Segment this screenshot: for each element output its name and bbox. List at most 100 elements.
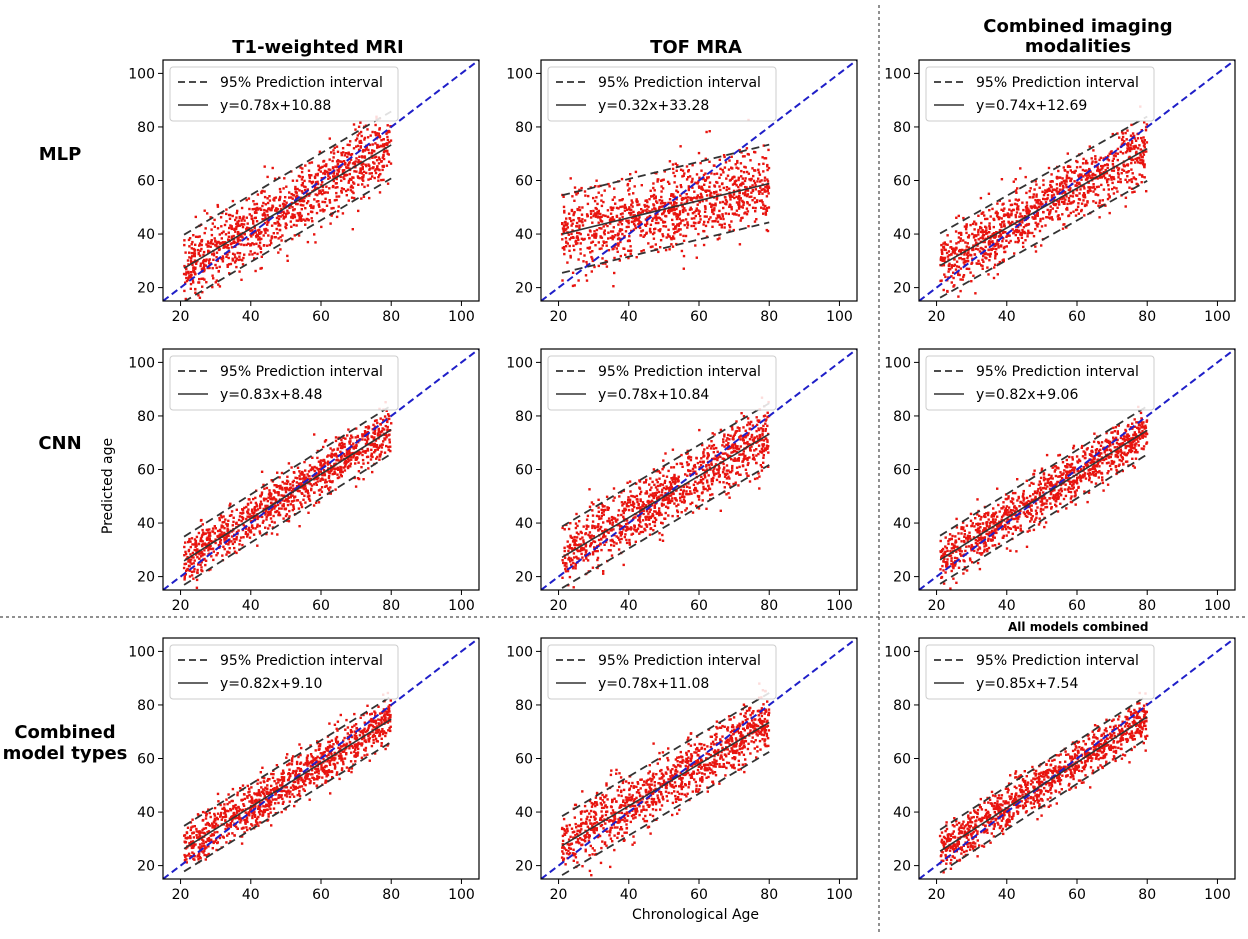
data-point xyxy=(1073,180,1076,183)
data-point xyxy=(294,196,298,199)
data-point xyxy=(733,442,737,446)
data-point xyxy=(1121,142,1124,145)
data-point xyxy=(652,182,655,185)
data-point xyxy=(737,197,740,200)
data-point xyxy=(675,207,678,211)
data-point xyxy=(744,191,747,194)
data-point xyxy=(701,199,704,203)
data-point xyxy=(751,167,754,170)
data-point xyxy=(348,143,351,147)
data-point xyxy=(348,447,351,451)
data-point xyxy=(323,164,326,167)
data-point xyxy=(359,451,362,455)
data-point xyxy=(673,232,676,235)
data-point xyxy=(757,444,761,447)
data-point xyxy=(691,164,694,167)
data-point xyxy=(225,246,229,249)
data-point xyxy=(1011,220,1014,224)
data-point xyxy=(294,495,297,498)
data-point xyxy=(988,224,991,228)
data-point xyxy=(573,211,576,214)
data-point xyxy=(296,194,299,197)
data-point xyxy=(732,193,736,196)
data-point xyxy=(378,191,382,194)
data-point xyxy=(192,281,195,284)
data-point xyxy=(1116,152,1120,155)
x-tick-label: 40 xyxy=(242,309,260,325)
data-point xyxy=(725,493,728,496)
data-point xyxy=(617,514,620,517)
data-point xyxy=(246,535,249,538)
data-point xyxy=(338,444,341,447)
data-point xyxy=(226,263,229,267)
data-point xyxy=(1143,139,1146,142)
data-point xyxy=(597,264,600,268)
data-point xyxy=(1062,166,1065,169)
data-point xyxy=(311,180,315,184)
data-point xyxy=(1015,223,1018,227)
data-point xyxy=(1003,207,1006,210)
data-point xyxy=(298,212,301,215)
data-point xyxy=(285,479,289,482)
data-point xyxy=(192,234,195,237)
data-point xyxy=(692,224,696,228)
data-point xyxy=(208,531,212,534)
data-point xyxy=(363,450,366,453)
data-point xyxy=(349,158,353,161)
data-point xyxy=(595,207,598,211)
data-point xyxy=(361,433,364,436)
data-point xyxy=(719,217,722,220)
data-point xyxy=(764,428,767,431)
data-point xyxy=(1111,181,1114,185)
data-point xyxy=(187,238,191,242)
data-point xyxy=(317,200,320,203)
data-point xyxy=(1036,212,1039,216)
data-point xyxy=(667,211,671,215)
data-point xyxy=(606,224,609,228)
data-point xyxy=(573,535,576,539)
data-point xyxy=(208,266,211,270)
data-point xyxy=(235,222,238,226)
data-point xyxy=(737,205,741,209)
data-point xyxy=(597,528,600,531)
data-point xyxy=(359,169,363,172)
data-point xyxy=(1011,208,1015,212)
data-point xyxy=(585,518,589,521)
data-point xyxy=(212,252,216,255)
data-point xyxy=(364,449,368,453)
data-point xyxy=(363,155,366,158)
data-point xyxy=(761,156,764,159)
data-point xyxy=(302,204,305,207)
data-point xyxy=(235,551,238,555)
data-point xyxy=(250,515,253,518)
data-point xyxy=(574,567,577,570)
data-point xyxy=(694,227,697,230)
data-point xyxy=(339,473,343,477)
data-point xyxy=(277,485,280,488)
data-point xyxy=(327,168,330,171)
x-tick-label: 60 xyxy=(312,598,330,614)
data-point xyxy=(610,518,614,522)
data-point xyxy=(672,223,675,226)
data-point xyxy=(323,209,326,212)
data-point xyxy=(345,166,349,170)
data-point xyxy=(359,121,362,124)
data-point xyxy=(271,205,275,208)
data-point xyxy=(337,476,341,479)
data-point xyxy=(240,278,243,281)
data-point xyxy=(744,166,747,169)
data-point xyxy=(191,263,194,267)
data-point xyxy=(339,469,342,472)
legend-box xyxy=(169,66,399,122)
data-point xyxy=(273,199,276,202)
data-point xyxy=(679,233,682,236)
data-point xyxy=(259,232,262,235)
y-tick-label: 80 xyxy=(137,120,155,136)
data-point xyxy=(753,220,757,223)
data-point xyxy=(277,237,280,240)
data-point xyxy=(320,183,323,187)
data-point xyxy=(206,240,210,243)
data-point xyxy=(562,592,564,594)
data-point xyxy=(1009,239,1012,243)
data-point xyxy=(718,466,721,470)
